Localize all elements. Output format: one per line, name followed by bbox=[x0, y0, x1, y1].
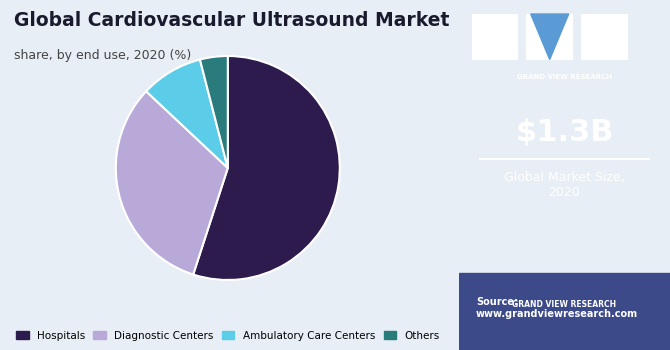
Bar bbox=[472, 14, 518, 60]
Text: $1.3B: $1.3B bbox=[515, 119, 614, 147]
Text: GRAND VIEW RESEARCH: GRAND VIEW RESEARCH bbox=[517, 74, 612, 80]
Text: Source:
www.grandviewresearch.com: Source: www.grandviewresearch.com bbox=[476, 297, 638, 319]
Wedge shape bbox=[200, 56, 228, 168]
Bar bbox=[459, 273, 670, 350]
Bar bbox=[582, 14, 628, 60]
Wedge shape bbox=[146, 60, 228, 168]
Legend: Hospitals, Diagnostic Centers, Ambulatory Care Centers, Others: Hospitals, Diagnostic Centers, Ambulator… bbox=[12, 327, 444, 345]
Bar bbox=[527, 14, 573, 60]
Text: share, by end use, 2020 (%): share, by end use, 2020 (%) bbox=[14, 49, 191, 62]
Text: GRAND VIEW RESEARCH: GRAND VIEW RESEARCH bbox=[513, 300, 616, 309]
Wedge shape bbox=[193, 56, 340, 280]
Wedge shape bbox=[116, 91, 228, 274]
Text: Global Market Size,
2020: Global Market Size, 2020 bbox=[504, 172, 625, 200]
Text: Global Cardiovascular Ultrasound Market: Global Cardiovascular Ultrasound Market bbox=[14, 10, 449, 29]
Polygon shape bbox=[531, 14, 569, 60]
